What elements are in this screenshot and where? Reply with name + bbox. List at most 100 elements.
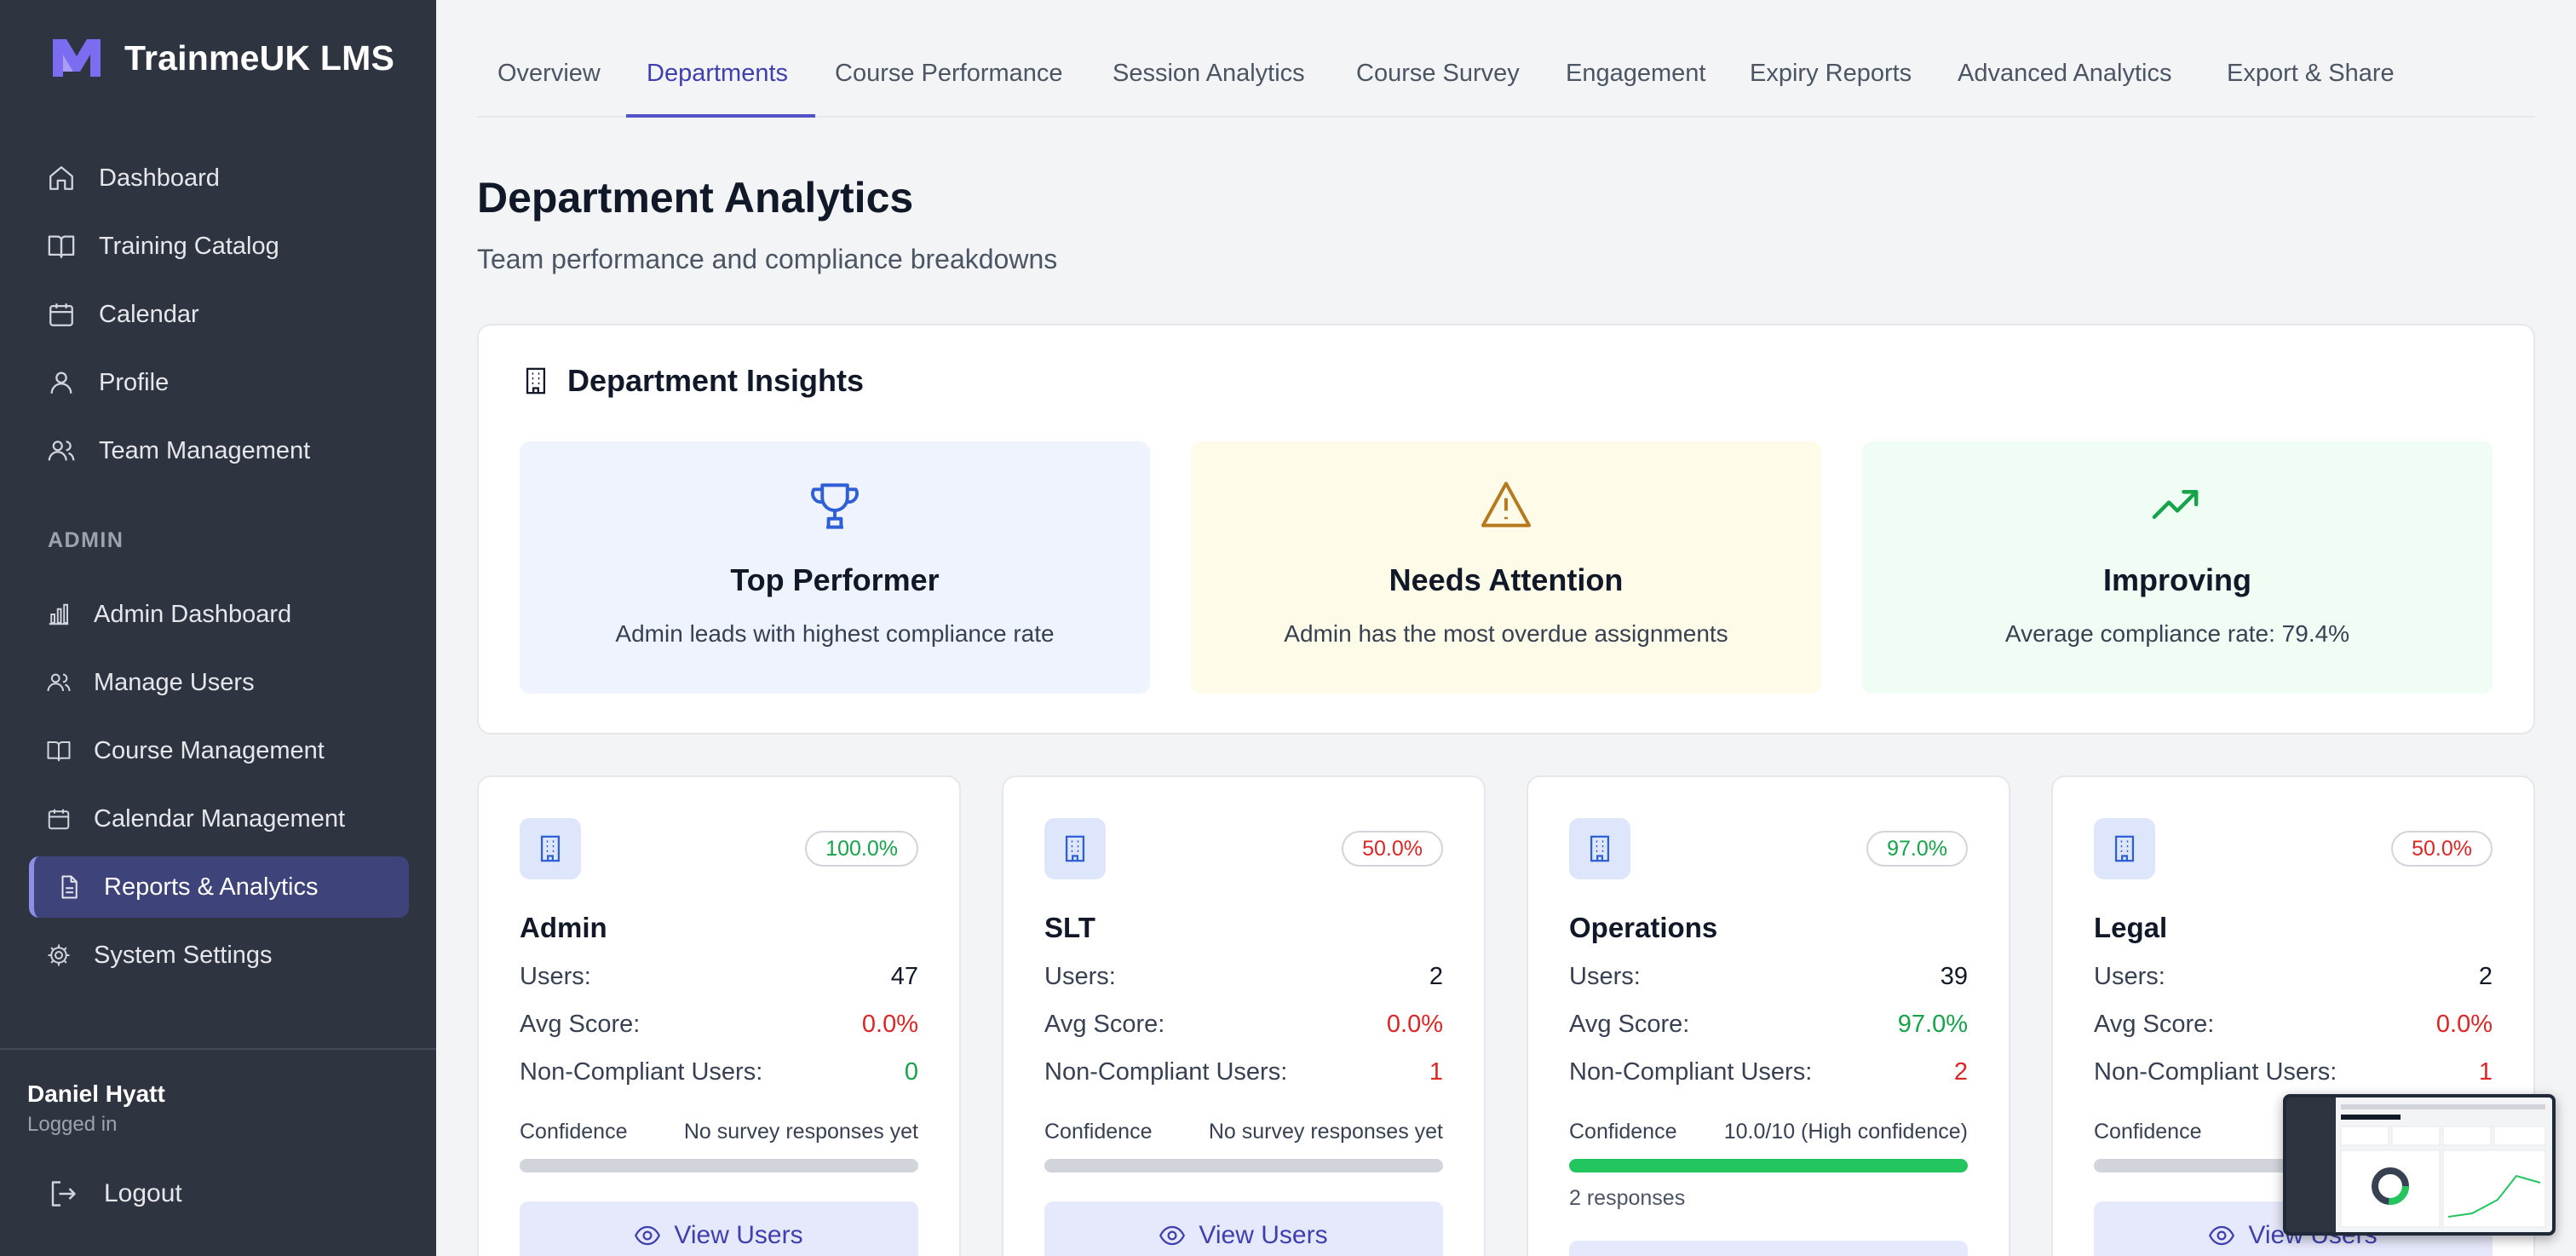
trophy-icon [811, 483, 859, 529]
logout-label: Logout [104, 1179, 182, 1207]
building-icon [540, 835, 561, 862]
avg-score-row: Avg Score: 0.0% [2094, 1011, 2493, 1039]
sidebar-divider [0, 1048, 436, 1050]
sidebar-item-label: System Settings [94, 941, 273, 969]
confidence-bar-fill [1569, 1159, 1968, 1172]
tab-course-performance[interactable]: Course Performance [835, 60, 1063, 87]
sidebar-item-label: Admin Dashboard [94, 600, 292, 628]
confidence-row: Confidence No survey responses yet [520, 1120, 918, 1144]
tab-engagement[interactable]: Engagement [1566, 60, 1706, 87]
non-compliant-row: Non-Compliant Users: 0 [520, 1058, 918, 1086]
sidebar-item-admin-dashboard[interactable]: Admin Dashboard [29, 584, 409, 645]
active-tab-indicator [626, 114, 815, 118]
users-icon [46, 670, 72, 695]
avg-score-value: 0.0% [861, 1011, 918, 1038]
users-label: Users: [1044, 963, 1116, 990]
trending-up-icon [2152, 490, 2199, 519]
tab-course-survey[interactable]: Course Survey [1356, 60, 1520, 87]
users-value: 47 [890, 963, 918, 990]
tab-overview[interactable]: Overview [497, 60, 601, 87]
non-compliant-value: 0 [904, 1058, 918, 1086]
non-compliant-value: 1 [2478, 1058, 2493, 1086]
compliance-badge: 97.0% [1866, 831, 1968, 867]
avg-score-row: Avg Score: 97.0% [1569, 1011, 1968, 1039]
avg-score-label: Avg Score: [2094, 1011, 2215, 1038]
insight-text: Admin has the most overdue assignments [1284, 620, 1728, 647]
users-row: Users: 39 [1569, 963, 1968, 991]
m-logo-icon [53, 39, 101, 77]
user-status: Logged in [27, 1113, 118, 1136]
non-compliant-value: 2 [1953, 1058, 1968, 1086]
tab-export-share[interactable]: Export & Share [2227, 60, 2395, 87]
thumbnail-sidebar [2286, 1098, 2336, 1232]
logout-button[interactable]: Logout [48, 1178, 182, 1209]
users-row: Users: 2 [2094, 963, 2493, 991]
users-label: Users: [1569, 963, 1641, 990]
sidebar-item-course-management[interactable]: Course Management [29, 720, 409, 781]
bar-chart-icon [46, 602, 72, 627]
sidebar-item-system-settings[interactable]: System Settings [29, 925, 409, 986]
insights-title: Department Insights [567, 363, 865, 398]
non-compliant-label: Non-Compliant Users: [1569, 1058, 1813, 1086]
calendar-icon [46, 806, 72, 832]
analytics-tabs: Overview Departments Course Performance … [477, 0, 2535, 118]
insight-card-improving: Improving Average compliance rate: 79.4% [1862, 441, 2493, 694]
view-users-button[interactable]: View Users [520, 1201, 918, 1256]
building-icon [2114, 835, 2135, 862]
tab-advanced-analytics[interactable]: Advanced Analytics [1958, 60, 2172, 87]
thumbnail-main [2336, 1098, 2552, 1232]
eye-icon [635, 1225, 661, 1246]
confidence-label: Confidence [2094, 1120, 2202, 1144]
avg-score-row: Avg Score: 0.0% [520, 1011, 918, 1039]
sidebar-item-training-catalog[interactable]: Training Catalog [29, 216, 409, 277]
department-card-operations: 97.0% Operations Users: 39 Avg Score: 97… [1527, 775, 2010, 1256]
view-users-button[interactable]: View Users [1569, 1241, 1968, 1256]
compliance-badge: 50.0% [2391, 831, 2493, 867]
sidebar-item-team-management[interactable]: Team Management [29, 420, 409, 481]
screenshot-thumbnail[interactable] [2283, 1094, 2556, 1236]
department-name: Operations [1569, 912, 1718, 943]
brand[interactable]: TrainmeUK LMS [49, 34, 394, 82]
non-compliant-row: Non-Compliant Users: 1 [1044, 1058, 1443, 1086]
compliance-badge: 100.0% [805, 831, 918, 867]
sidebar-item-dashboard[interactable]: Dashboard [29, 147, 409, 209]
avg-score-label: Avg Score: [1569, 1011, 1690, 1038]
building-icon [526, 367, 546, 395]
non-compliant-value: 1 [1429, 1058, 1443, 1086]
calendar-icon [46, 299, 77, 330]
confidence-value: No survey responses yet [1208, 1120, 1443, 1144]
confidence-label: Confidence [1569, 1120, 1677, 1144]
non-compliant-label: Non-Compliant Users: [2094, 1058, 2337, 1086]
sidebar-item-calendar-management[interactable]: Calendar Management [29, 788, 409, 850]
non-compliant-label: Non-Compliant Users: [520, 1058, 763, 1086]
insight-card-top-performer: Top Performer Admin leads with highest c… [520, 441, 1150, 694]
sidebar-item-profile[interactable]: Profile [29, 352, 409, 413]
sidebar-item-manage-users[interactable]: Manage Users [29, 652, 409, 713]
confidence-value: No survey responses yet [683, 1120, 918, 1144]
users-label: Users: [520, 963, 591, 990]
view-users-button[interactable]: View Users [1044, 1201, 1443, 1256]
department-name: Legal [2094, 912, 2168, 943]
insight-card-needs-attention: Needs Attention Admin has the most overd… [1191, 441, 1821, 694]
avg-score-value: 97.0% [1897, 1011, 1968, 1038]
compliance-badge: 50.0% [1342, 831, 1443, 867]
tab-session-analytics[interactable]: Session Analytics [1113, 60, 1305, 87]
sidebar-item-label: Training Catalog [99, 232, 279, 260]
sidebar: TrainmeUK LMS Dashboard Training Catalog… [0, 0, 436, 1256]
view-users-label: View Users [674, 1221, 803, 1249]
file-icon [56, 874, 82, 900]
confidence-bar [520, 1159, 918, 1172]
sidebar-item-calendar[interactable]: Calendar [29, 284, 409, 345]
tab-departments[interactable]: Departments [647, 60, 789, 87]
page-title: Department Analytics [477, 174, 914, 222]
thumbnail-dashboard-image [2340, 1104, 2546, 1228]
brand-name: TrainmeUK LMS [124, 37, 394, 78]
view-users-label: View Users [1199, 1221, 1328, 1249]
home-icon [46, 163, 77, 193]
tab-expiry-reports[interactable]: Expiry Reports [1750, 60, 1912, 87]
users-row: Users: 47 [520, 963, 918, 991]
non-compliant-row: Non-Compliant Users: 2 [1569, 1058, 1968, 1086]
users-value: 2 [1429, 963, 1443, 990]
sidebar-item-reports-analytics[interactable]: Reports & Analytics [29, 856, 409, 918]
avg-score-label: Avg Score: [1044, 1011, 1165, 1038]
